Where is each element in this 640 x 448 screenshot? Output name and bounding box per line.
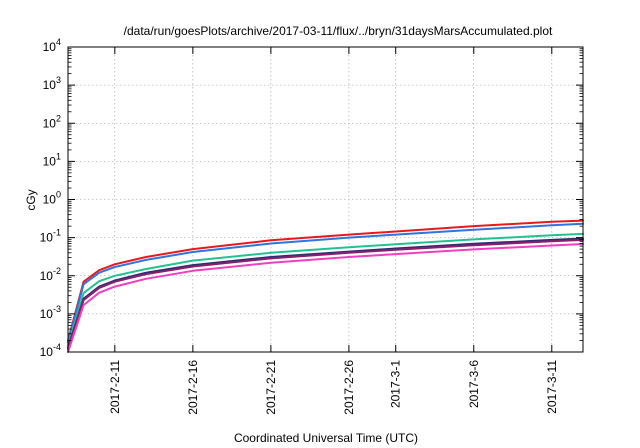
y-tick-label: 102 <box>43 113 61 130</box>
x-axis-label: Coordinated Universal Time (UTC) <box>234 431 418 445</box>
x-tick-label: 2017-3-6 <box>467 360 481 408</box>
x-tick-label: 2017-2-16 <box>186 360 200 415</box>
x-tick-label: 2017-3-11 <box>545 360 559 414</box>
x-tick-label: 2017-2-21 <box>264 360 278 415</box>
series-line-5 <box>67 238 584 350</box>
y-tick-label: 101 <box>43 151 61 168</box>
y-tick-label: 10-4 <box>40 342 61 359</box>
series-group <box>67 219 584 353</box>
series-line-3 <box>67 232 584 347</box>
y-tick-label: 100 <box>43 190 61 207</box>
y-tick-label: 10-2 <box>40 266 61 283</box>
y-axis-label: cGy <box>24 189 38 210</box>
x-tick-label: 2017-2-26 <box>342 360 356 415</box>
series-line-2 <box>67 222 584 344</box>
x-tick-label: 2017-3-1 <box>389 360 403 408</box>
y-tick-label: 104 <box>43 37 61 54</box>
grid <box>68 47 583 352</box>
y-tick-label: 10-3 <box>40 304 61 321</box>
series-line-4 <box>67 237 584 349</box>
series-line-6 <box>67 243 584 353</box>
y-tick-label: 10-1 <box>40 228 61 245</box>
series-line-1 <box>67 219 584 342</box>
x-tick-label: 2017-2-11 <box>108 360 122 414</box>
x-axis: 2017-2-11 2017-2-16 2017-2-21 2017-2-26 2017… <box>108 47 559 415</box>
y-tick-label: 103 <box>43 75 61 92</box>
chart-title: /data/run/goesPlots/archive/2017-03-11/f… <box>124 24 553 38</box>
